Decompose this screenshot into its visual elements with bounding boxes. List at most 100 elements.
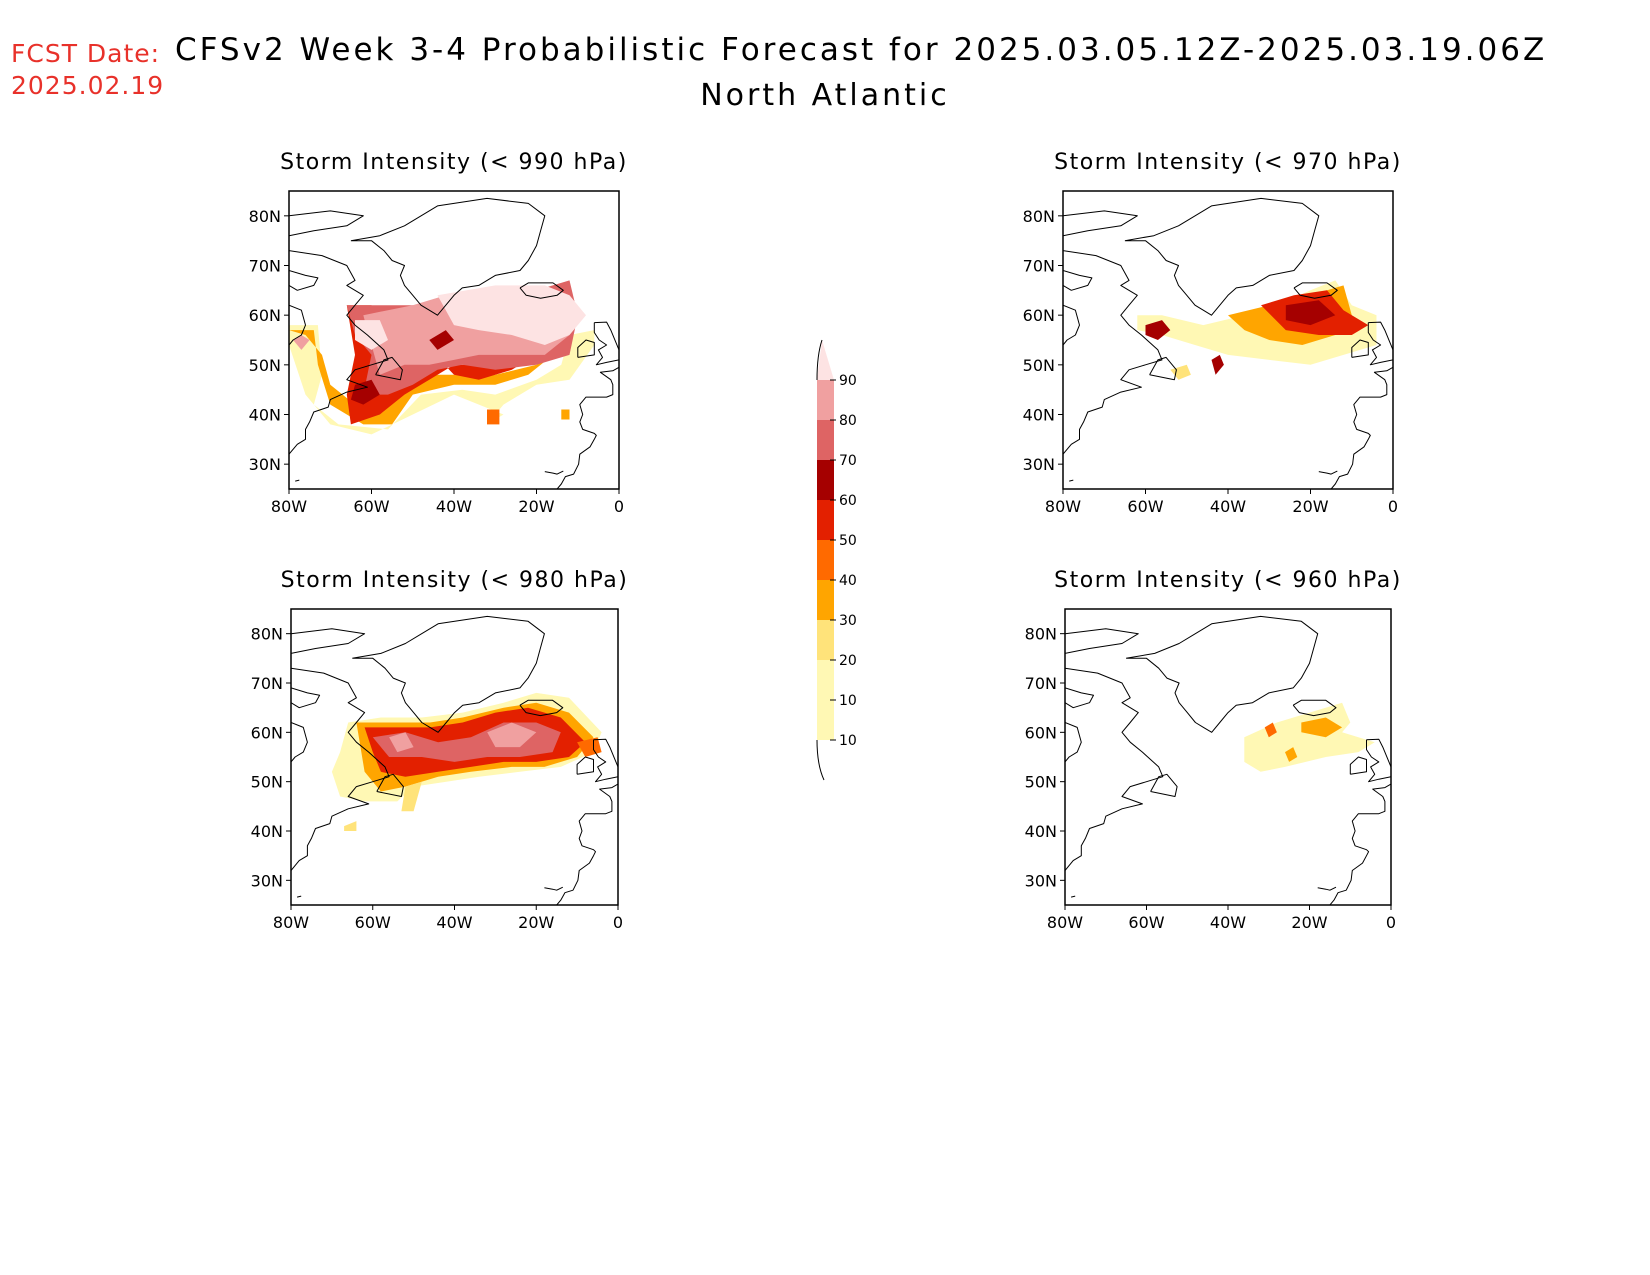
coastline-segment [556,366,619,489]
probability-fill [331,692,602,831]
lon-tick-label: 40W [1210,497,1246,516]
probability-region-30 [1285,747,1298,762]
lon-tick-label: 80W [271,497,307,516]
coastline-segment [519,699,564,717]
colorbar-swatch [817,500,834,540]
coastline-segment [1063,210,1138,237]
colorbar-label: 80 [839,413,857,429]
fcst-date-label: FCST Date: [11,39,161,68]
coastline-segment [376,773,404,797]
panel-title: Storm Intensity (< 990 hPa) [280,150,628,175]
coastline-segment [375,356,403,381]
coastline-segment [1124,197,1320,316]
lat-tick-label: 50N [1023,356,1055,375]
probability-region-20 [401,781,422,812]
lat-tick-label: 80N [249,207,281,226]
coastline-segment [593,321,619,366]
probability-region-80 [487,722,537,748]
colorbar-swatch [817,420,834,460]
coastline-segment [556,783,618,905]
coastline-segment [291,687,321,709]
coastline-segment [1292,699,1337,717]
coastline-segment [1065,687,1094,709]
colorbar-label: 40 [839,573,857,589]
colorbar-swatch [817,660,834,700]
lon-tick-label: 20W [518,497,554,516]
coastline-segment [1063,250,1163,455]
coastline-segment [1349,756,1367,775]
probability-region-60 [1145,320,1171,340]
colorbar-swatch [817,540,834,580]
probability-region-90 [355,320,388,350]
probability-region-20 [344,821,357,831]
coastline-segment [352,615,545,733]
coastline-segment [519,282,564,299]
lon-tick-label: 60W [1128,913,1164,932]
coastline-segment [289,250,389,455]
lat-tick-label: 40N [1023,406,1055,425]
lat-tick-label: 50N [249,356,281,375]
colorbar-label: 70 [839,453,857,469]
map-panel-3: Storm Intensity (< 980 hPa) 80W 60W 40W 20W 0… [251,568,629,932]
coastline-segment [1065,722,1082,763]
coastline-segment [291,667,390,871]
coastline-segment [577,339,595,358]
coastline-segment [1329,783,1391,905]
region-subtitle: North Atlantic [700,78,950,113]
lat-tick-label: 30N [1023,455,1055,474]
colorbar-swatch [817,380,834,420]
lat-tick-label: 60N [1023,306,1055,325]
map-panel-1: Storm Intensity (< 990 hPa) 80W 60W 40W 20W 0… [249,150,628,516]
coastline-segment [291,628,366,654]
lon-tick-label: 80W [1047,913,1083,932]
lon-tick-label: 0 [614,497,624,516]
lon-tick-label: 40W [1210,913,1246,932]
probability-region-40 [1264,722,1277,738]
coastline-segment [350,197,546,316]
coastline-segment [593,738,618,783]
probability-region-60 [1285,300,1336,326]
coastline-segment [576,756,594,775]
coastline [291,615,618,905]
coastline-segment [1065,628,1139,654]
probability-region-90 [437,285,586,345]
lat-tick-label: 30N [1025,871,1057,890]
coastline-segment [1366,738,1391,783]
lat-tick-label: 30N [249,455,281,474]
lon-tick-label: 60W [353,497,389,516]
probability-fill [1244,702,1375,772]
colorbar-label: 10 [839,733,857,749]
coastline-segment [289,304,306,346]
coastline-segment [1126,615,1319,733]
colorbar-label: 90 [839,373,857,389]
colorbar-label: 20 [839,653,857,669]
coastline-segment [1317,886,1337,891]
coastline-segment [1351,339,1369,358]
lon-tick-label: 60W [355,913,391,932]
panel-title: Storm Intensity (< 980 hPa) [281,568,629,593]
lon-tick-label: 40W [436,913,472,932]
panel-title: Storm Intensity (< 960 hPa) [1054,568,1402,593]
colorbar-label: 10 [839,693,857,709]
lat-tick-label: 70N [1025,674,1057,693]
probability-fill [1137,280,1377,380]
coastline-segment [295,479,300,482]
colorbar-label: 50 [839,533,857,549]
fcst-date-block: FCST Date: 2025.02.19 [11,38,164,102]
coastline-segment [289,270,319,291]
coastline-segment [1293,282,1338,299]
colorbar-swatch [817,620,834,660]
colorbar: 90 80 70 60 50 40 30 20 10 10 [816,339,857,781]
coastline-segment [1149,356,1177,381]
map-frame [1064,608,1392,906]
lat-tick-label: 50N [251,773,283,792]
colorbar-label: 60 [839,493,857,509]
coastline-segment [1318,470,1338,475]
colorbar-swatch [817,580,834,620]
coastline-segment [1330,366,1393,489]
lat-tick-label: 70N [251,674,283,693]
lat-tick-label: 50N [1025,773,1057,792]
lon-tick-label: 0 [1388,497,1398,516]
lat-tick-label: 40N [251,822,283,841]
